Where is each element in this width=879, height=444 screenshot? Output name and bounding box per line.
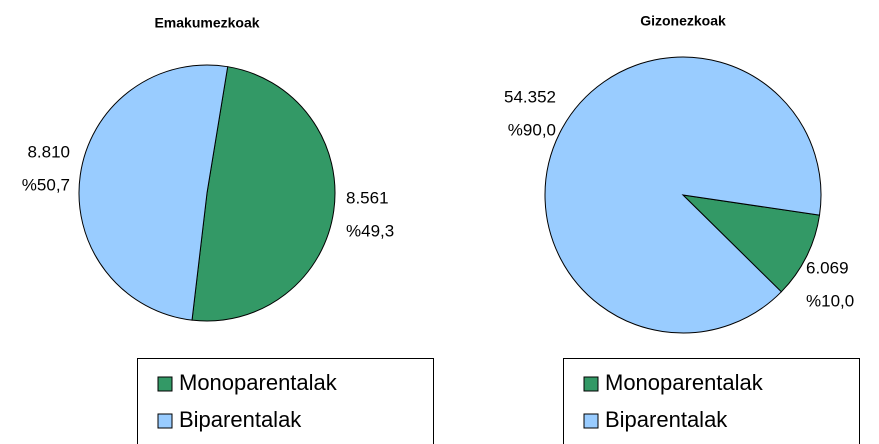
legend-label: Monoparentalak	[179, 370, 338, 395]
pie-slice	[191, 66, 336, 322]
percent-label: %90,0	[508, 120, 556, 139]
legend-swatch	[583, 413, 599, 429]
legend-label: Monoparentalak	[605, 370, 764, 395]
value-label: 6.069	[806, 258, 849, 277]
legend-swatch	[583, 376, 599, 392]
legend-swatch	[157, 376, 173, 392]
legend-label: Biparentalak	[179, 407, 302, 432]
value-label: 54.352	[504, 87, 556, 106]
pie-slice	[544, 56, 822, 334]
legend-box	[563, 358, 860, 444]
pie-slice	[681, 194, 821, 293]
percent-label: %10,0	[806, 291, 854, 310]
legend-label: Biparentalak	[605, 407, 728, 432]
legend-swatch	[157, 413, 173, 429]
pie-slice	[78, 64, 229, 321]
percent-label: %50,7	[22, 175, 70, 194]
percent-label: %49,3	[346, 221, 394, 240]
value-label: 8.561	[346, 188, 389, 207]
value-label: 8.810	[27, 142, 70, 161]
legend-box	[137, 358, 434, 444]
chart-title: Gizonezkoak	[640, 13, 726, 29]
chart-title: Emakumezkoak	[154, 15, 259, 31]
